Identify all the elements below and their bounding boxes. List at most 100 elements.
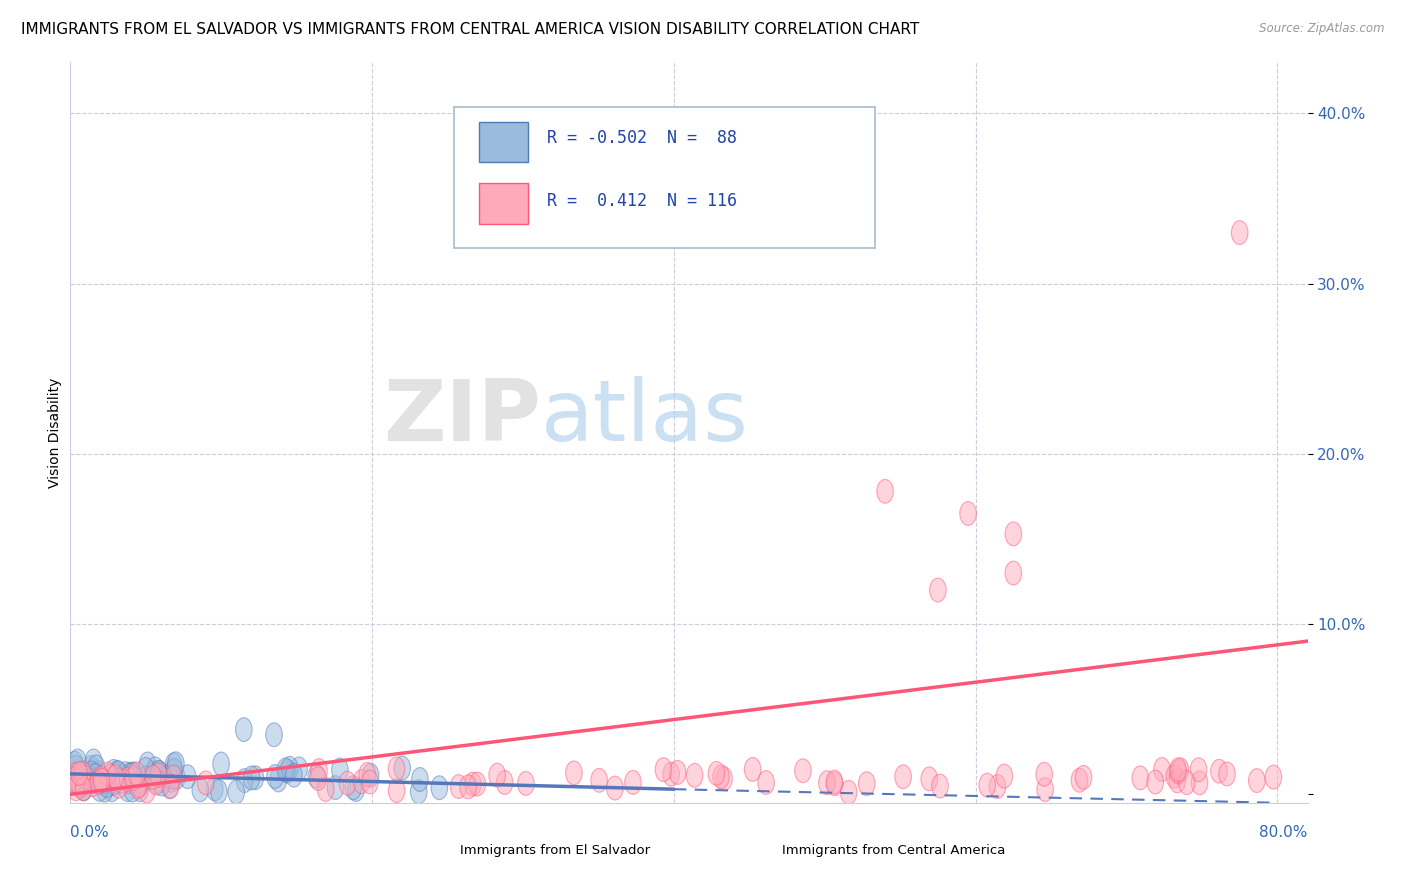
Ellipse shape	[794, 759, 811, 782]
Ellipse shape	[110, 768, 125, 792]
Ellipse shape	[412, 767, 429, 791]
Ellipse shape	[89, 755, 105, 779]
Ellipse shape	[716, 767, 733, 790]
Ellipse shape	[744, 757, 761, 781]
Ellipse shape	[163, 768, 180, 792]
Ellipse shape	[87, 764, 104, 788]
Ellipse shape	[308, 764, 325, 789]
Ellipse shape	[1168, 769, 1185, 793]
Ellipse shape	[107, 770, 124, 794]
Ellipse shape	[990, 774, 1005, 798]
Ellipse shape	[236, 718, 252, 741]
Ellipse shape	[818, 771, 835, 795]
Ellipse shape	[76, 765, 93, 789]
Ellipse shape	[450, 774, 467, 798]
Ellipse shape	[67, 777, 84, 801]
Ellipse shape	[669, 761, 686, 784]
Ellipse shape	[76, 777, 91, 800]
Ellipse shape	[128, 762, 145, 786]
Ellipse shape	[77, 768, 94, 792]
Ellipse shape	[1249, 769, 1265, 792]
Ellipse shape	[1265, 765, 1282, 789]
Ellipse shape	[83, 761, 100, 785]
Ellipse shape	[132, 778, 149, 802]
Ellipse shape	[67, 764, 84, 787]
Ellipse shape	[1170, 760, 1187, 784]
Ellipse shape	[859, 772, 875, 796]
Text: R = -0.502  N =  88: R = -0.502 N = 88	[547, 129, 737, 147]
Ellipse shape	[125, 766, 142, 790]
Ellipse shape	[655, 757, 672, 781]
Ellipse shape	[139, 779, 155, 803]
Ellipse shape	[75, 770, 91, 793]
Ellipse shape	[339, 772, 356, 795]
Ellipse shape	[150, 761, 167, 784]
FancyBboxPatch shape	[454, 107, 875, 247]
Ellipse shape	[841, 780, 858, 805]
Ellipse shape	[163, 774, 179, 798]
FancyBboxPatch shape	[405, 840, 447, 862]
Ellipse shape	[197, 771, 214, 795]
Ellipse shape	[80, 768, 96, 791]
Ellipse shape	[66, 751, 83, 775]
Ellipse shape	[1232, 220, 1249, 244]
Ellipse shape	[97, 770, 114, 794]
Ellipse shape	[243, 766, 260, 789]
Ellipse shape	[606, 776, 623, 800]
Ellipse shape	[162, 775, 179, 798]
Text: 80.0%: 80.0%	[1260, 825, 1308, 840]
Ellipse shape	[278, 759, 295, 783]
Ellipse shape	[929, 578, 946, 602]
Ellipse shape	[212, 752, 229, 776]
Ellipse shape	[960, 501, 976, 525]
Ellipse shape	[160, 764, 177, 789]
Ellipse shape	[72, 773, 89, 797]
Ellipse shape	[125, 762, 142, 786]
Ellipse shape	[388, 779, 405, 803]
Ellipse shape	[309, 767, 326, 790]
Ellipse shape	[517, 772, 534, 796]
Text: ZIP: ZIP	[382, 376, 540, 459]
Ellipse shape	[827, 770, 842, 794]
Ellipse shape	[73, 769, 90, 793]
Ellipse shape	[1005, 522, 1022, 546]
Ellipse shape	[388, 757, 405, 780]
Ellipse shape	[995, 764, 1012, 788]
Text: Immigrants from El Salvador: Immigrants from El Salvador	[460, 845, 650, 857]
FancyBboxPatch shape	[478, 121, 529, 162]
Ellipse shape	[1036, 778, 1053, 801]
Ellipse shape	[83, 764, 100, 788]
Ellipse shape	[1147, 770, 1164, 794]
Ellipse shape	[207, 777, 224, 801]
Ellipse shape	[148, 772, 165, 795]
Ellipse shape	[979, 773, 995, 797]
Ellipse shape	[66, 769, 83, 793]
Ellipse shape	[328, 776, 343, 799]
Ellipse shape	[877, 479, 893, 503]
Ellipse shape	[83, 772, 100, 797]
Ellipse shape	[105, 759, 122, 783]
Ellipse shape	[591, 768, 607, 792]
Y-axis label: Vision Disability: Vision Disability	[48, 377, 62, 488]
Ellipse shape	[146, 757, 163, 780]
Ellipse shape	[129, 771, 146, 795]
Ellipse shape	[624, 771, 641, 794]
Ellipse shape	[894, 764, 911, 789]
Ellipse shape	[153, 772, 170, 796]
Ellipse shape	[713, 764, 730, 789]
Ellipse shape	[70, 762, 87, 785]
Ellipse shape	[344, 776, 361, 800]
Ellipse shape	[125, 763, 141, 787]
Ellipse shape	[266, 723, 283, 747]
Ellipse shape	[921, 767, 938, 791]
Ellipse shape	[67, 756, 84, 779]
Ellipse shape	[110, 760, 125, 784]
Ellipse shape	[247, 766, 264, 789]
Ellipse shape	[115, 769, 132, 793]
Ellipse shape	[285, 764, 302, 787]
Ellipse shape	[1166, 764, 1182, 789]
Ellipse shape	[91, 778, 108, 801]
Ellipse shape	[193, 778, 208, 802]
Text: 0.0%: 0.0%	[70, 825, 110, 840]
Ellipse shape	[318, 778, 335, 801]
